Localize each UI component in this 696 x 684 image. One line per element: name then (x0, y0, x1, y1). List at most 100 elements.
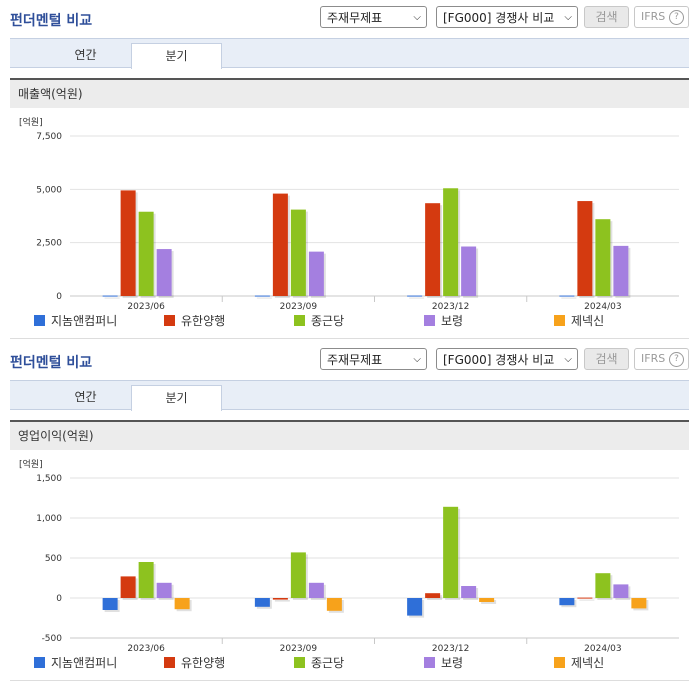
x-tick-label: 2023/06 (127, 302, 165, 312)
bar (407, 295, 423, 297)
y-tick-label: 7,500 (36, 132, 62, 142)
statement-select[interactable]: 주재무제표 ⌵ (320, 6, 427, 28)
legend-swatch (34, 315, 45, 326)
x-tick-label: 2024/03 (584, 644, 621, 654)
y-tick-label: 1,500 (36, 474, 62, 484)
bar (308, 582, 324, 598)
tab-quarterly[interactable]: 분기 (131, 385, 222, 411)
statement-select-value: 주재무제표 (327, 11, 383, 25)
legend-label: 제넥신 (571, 656, 604, 670)
chart-subtitle: 영업이익(억원) (10, 420, 689, 450)
chevron-down-icon: ⌵ (413, 12, 421, 23)
legend-label: 보령 (441, 656, 463, 670)
legend-label: 보령 (441, 314, 463, 328)
bar (479, 598, 495, 602)
peer-select-value: [FG000] 경쟁사 비교 (443, 353, 555, 367)
bar (254, 598, 270, 607)
bar (559, 295, 575, 297)
search-button[interactable]: 검색 (584, 348, 629, 370)
bar (254, 295, 270, 297)
section-header: 펀더멘털 비교 주재무제표 ⌵ [FG000] 경쟁사 비교 ⌵ 검색 IFRS… (0, 0, 696, 34)
operating-profit-chart: [억원] -500 0 500 1,000 1,500 2023/06 2023/09 2023… (19, 458, 679, 670)
legend-swatch (424, 657, 435, 668)
bar (290, 209, 306, 296)
tab-annual[interactable]: 연간 (74, 48, 97, 62)
bar (290, 552, 306, 598)
section-title: 펀더멘털 비교 (10, 13, 93, 29)
y-tick-label: 5,000 (36, 185, 62, 195)
bar (461, 586, 477, 598)
x-tick-label: 2023/12 (432, 302, 469, 312)
bar (138, 562, 154, 598)
peer-select-value: [FG000] 경쟁사 비교 (443, 11, 555, 25)
chevron-down-icon: ⌵ (564, 354, 572, 365)
unit-label: [억원] (19, 458, 43, 470)
fundamental-section-2: 펀더멘털 비교 주재무제표 ⌵ [FG000] 경쟁사 비교 ⌵ 검색 IFRS… (0, 342, 696, 684)
section-title: 펀더멘털 비교 (10, 355, 93, 371)
legend-swatch (34, 657, 45, 668)
bar (120, 576, 136, 598)
tab-annual[interactable]: 연간 (74, 390, 97, 404)
bar (120, 190, 136, 296)
tab-quarterly[interactable]: 분기 (131, 43, 222, 69)
revenue-chart: [억원] 0 2,500 5,000 7,500 2023/06 2023/09 2023/1… (19, 116, 679, 328)
bar (595, 219, 611, 296)
bar (631, 598, 647, 609)
ifrs-button[interactable]: IFRS ? (634, 348, 689, 370)
peer-select[interactable]: [FG000] 경쟁사 비교 ⌵ (436, 6, 578, 28)
peer-select[interactable]: [FG000] 경쟁사 비교 ⌵ (436, 348, 578, 370)
bar (559, 598, 575, 606)
ifrs-label: IFRS (641, 352, 666, 365)
x-tick-label: 2023/12 (432, 644, 469, 654)
bar (443, 188, 459, 296)
bar (577, 597, 593, 599)
y-tick-label: 500 (45, 554, 62, 564)
x-tick-label: 2024/03 (584, 302, 621, 312)
bar (443, 506, 459, 598)
bar (156, 249, 172, 296)
bar (326, 598, 342, 611)
legend-swatch (294, 315, 305, 326)
y-tick-label: 0 (56, 292, 62, 302)
chevron-down-icon: ⌵ (564, 12, 572, 23)
legend-label: 종근당 (311, 656, 344, 670)
search-button[interactable]: 검색 (584, 6, 629, 28)
bar (407, 598, 423, 616)
unit-label: [억원] (19, 116, 43, 128)
legend-swatch (424, 315, 435, 326)
help-icon: ? (669, 10, 684, 25)
legend-label: 유한양행 (181, 655, 225, 670)
legend-label: 지놈앤컴퍼니 (51, 314, 117, 328)
bar (272, 193, 288, 296)
period-tabbar: 연간 분기 (10, 38, 689, 69)
legend-label: 유한양행 (181, 313, 225, 328)
statement-select-value: 주재무제표 (327, 353, 383, 367)
bar (138, 211, 154, 296)
bar (577, 201, 593, 296)
section-header: 펀더멘털 비교 주재무제표 ⌵ [FG000] 경쟁사 비교 ⌵ 검색 IFRS… (0, 342, 696, 376)
help-icon: ? (669, 352, 684, 367)
bar (308, 251, 324, 296)
bar-shadow (104, 297, 120, 299)
chart-area: [억원] -500 0 500 1,000 1,500 2023/06 2023/09 2023… (10, 450, 689, 681)
legend-swatch (294, 657, 305, 668)
legend-swatch (164, 657, 175, 668)
bar (425, 203, 441, 296)
bar (613, 245, 629, 296)
bar (613, 584, 629, 598)
ifrs-label: IFRS (641, 10, 666, 23)
chart-subtitle: 매출액(억원) (10, 78, 689, 108)
bar-shadow (579, 599, 595, 601)
bar-shadow (274, 600, 290, 602)
legend-swatch (554, 315, 565, 326)
legend-swatch (164, 315, 175, 326)
legend-label: 지놈앤컴퍼니 (51, 656, 117, 670)
y-tick-label: 0 (56, 594, 62, 604)
statement-select[interactable]: 주재무제표 ⌵ (320, 348, 427, 370)
chevron-down-icon: ⌵ (413, 354, 421, 365)
bar (156, 582, 172, 598)
y-tick-label: -500 (42, 634, 63, 644)
bar-shadow (256, 297, 272, 299)
bar (102, 598, 118, 610)
ifrs-button[interactable]: IFRS ? (634, 6, 689, 28)
